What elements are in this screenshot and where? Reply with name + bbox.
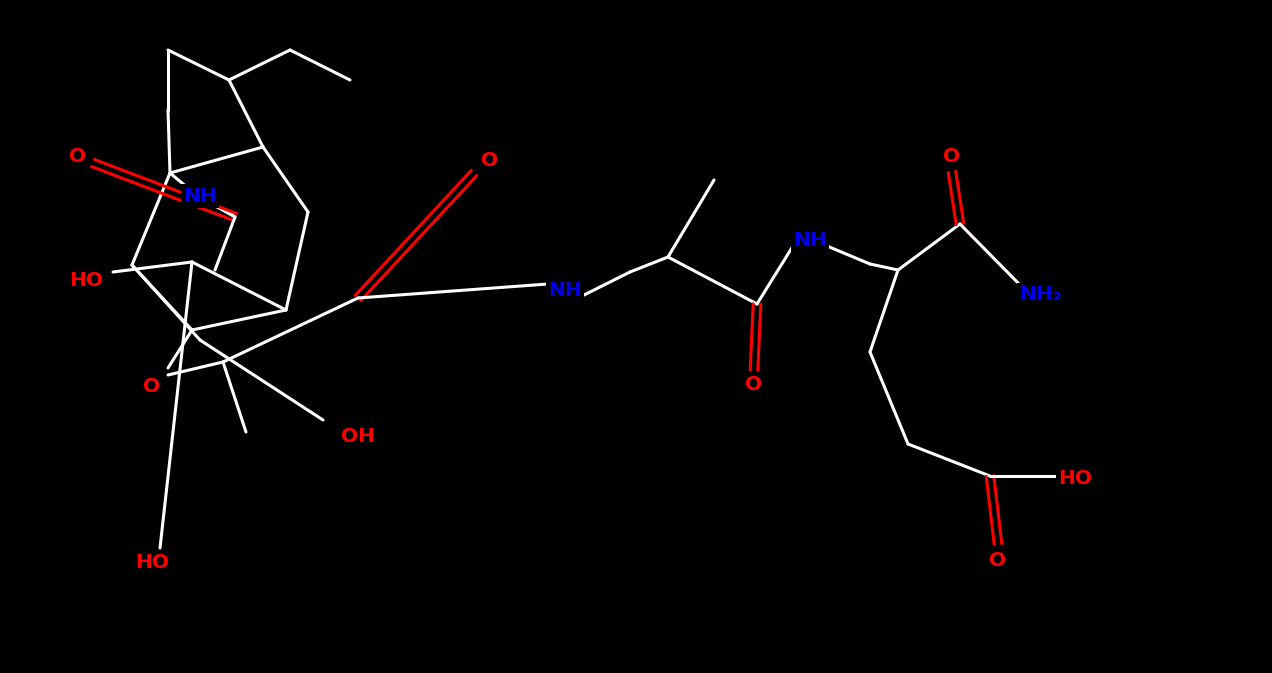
Text: NH₂: NH₂ [1019, 285, 1061, 304]
Text: O: O [144, 378, 160, 396]
Text: NH: NH [183, 186, 216, 205]
Text: O: O [990, 551, 1006, 569]
Text: OH: OH [341, 427, 375, 446]
Text: O: O [481, 151, 499, 170]
Text: O: O [70, 147, 86, 166]
Text: HO: HO [69, 271, 103, 289]
Text: HO: HO [135, 553, 169, 571]
Text: NH: NH [794, 230, 827, 250]
Text: HO: HO [1058, 468, 1091, 487]
Text: NH: NH [548, 281, 581, 299]
Text: O: O [944, 147, 960, 166]
Text: O: O [745, 376, 762, 394]
